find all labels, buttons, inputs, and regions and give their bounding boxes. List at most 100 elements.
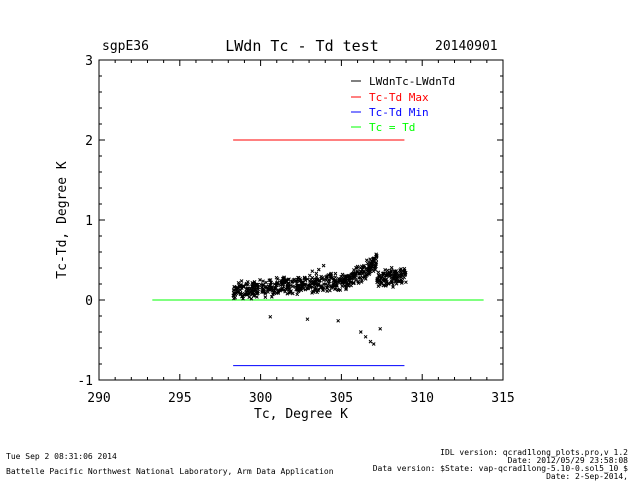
scatter-point: [249, 288, 254, 293]
scatter-point: [232, 284, 237, 289]
scatter-point: [281, 284, 286, 289]
scatter-point: [253, 283, 257, 287]
scatter-point: [310, 275, 315, 280]
scatter-point: [295, 292, 300, 297]
scatter-point: [318, 278, 322, 283]
scatter-point: [347, 276, 352, 281]
site-label: sgpE36: [102, 39, 149, 54]
scatter-point: [289, 283, 293, 288]
scatter-point: [342, 280, 347, 284]
scatter-point: [295, 286, 300, 291]
y-tick-label: 2: [85, 134, 93, 149]
scatter-point: [290, 291, 295, 296]
scatter-point: [274, 275, 279, 280]
scatter-point: [332, 284, 337, 288]
scatter-point: [378, 326, 383, 331]
scatter-point: [332, 278, 337, 283]
scatter-point: [368, 257, 373, 262]
plot-frame: [98, 59, 504, 381]
scatter-point: [328, 288, 332, 293]
y-tick-label: -1: [77, 374, 93, 389]
scatter-point: [400, 278, 405, 283]
scatter-point: [403, 272, 408, 277]
y-axis-label: Tc-Td, Degree K: [55, 161, 70, 279]
scatter-point: [329, 271, 334, 276]
x-tick-label: 315: [491, 391, 514, 406]
scatter-point: [255, 295, 259, 299]
scatter-point: [365, 261, 370, 266]
footer-data-date: Date: 2-Sep-2014,: [546, 472, 628, 481]
scatter-point: [255, 289, 260, 294]
scatter-point: [344, 274, 349, 279]
scatter-point: [283, 289, 287, 294]
scatter-point: [280, 280, 285, 284]
date-label: 20140901: [435, 39, 498, 54]
scatter-point: [389, 265, 394, 270]
scatter-point: [361, 270, 365, 275]
scatter-point: [272, 291, 276, 296]
scatter-point: [385, 271, 390, 275]
legend-label-equal: Tc = Td: [369, 121, 415, 134]
scatter-point: [312, 281, 316, 286]
scatter-point: [269, 295, 274, 299]
scatter-point: [234, 291, 239, 296]
scatter-point: [244, 287, 249, 292]
scatter-point: [384, 273, 389, 278]
legend-label-min: Tc-Td Min: [369, 106, 429, 119]
scatter-point: [232, 294, 236, 298]
y-tick-label: 3: [85, 54, 93, 69]
x-tick-label: 305: [330, 391, 353, 406]
scatter-point: [276, 288, 281, 293]
x-tick-label: 295: [168, 391, 191, 406]
legend-label-max: Tc-Td Max: [369, 91, 429, 104]
scatter-point: [374, 252, 378, 257]
scatter-point: [368, 339, 373, 344]
scatter-point: [314, 271, 319, 276]
scatter-point: [324, 275, 329, 279]
scatter-point: [315, 283, 320, 287]
footer-timestamp: Tue Sep 2 08:31:06 2014: [6, 452, 117, 461]
scatter-point: [285, 284, 290, 289]
scatter-point: [272, 282, 277, 286]
scatter-point: [340, 280, 345, 285]
scatter-point: [260, 288, 265, 293]
scatter-point: [239, 279, 244, 283]
scatter-point: [346, 283, 351, 288]
legend-label-points: LWdnTc-LWdnTd: [369, 75, 455, 88]
scatter-point: [241, 284, 246, 289]
scatter-point: [315, 290, 319, 295]
scatter-point: [370, 263, 374, 267]
scatter-point: [358, 330, 363, 334]
scatter-point: [351, 281, 356, 286]
x-axis-label: Tc, Degree K: [254, 407, 348, 422]
scatter-point: [239, 282, 243, 287]
x-tick-label: 300: [249, 391, 272, 406]
scatter-point: [247, 295, 252, 299]
scatter-point: [395, 271, 400, 275]
scatter-point: [391, 282, 395, 287]
scatter-point: [364, 258, 369, 263]
scatter-point: [259, 282, 263, 287]
scatter-point: [363, 277, 368, 281]
scatter-point: [269, 280, 274, 285]
scatter-point: [367, 272, 371, 277]
scatter-point: [296, 275, 301, 280]
scatter-point: [382, 278, 386, 283]
scatter-point: [348, 273, 352, 278]
scatter-point: [392, 269, 396, 274]
scatter-point: [356, 279, 361, 284]
scatter-point: [321, 263, 326, 268]
scatter-point: [282, 276, 287, 281]
scatter-point: [371, 256, 376, 261]
scatter-point: [404, 280, 408, 285]
scatter-point: [275, 282, 280, 286]
scatter-point: [402, 266, 407, 271]
scatter-point: [340, 272, 345, 277]
scatter-point: [389, 270, 393, 274]
footer-org: Battelle Pacific Northwest National Labo…: [6, 467, 334, 476]
scatter-point: [325, 289, 329, 293]
scatter-point: [235, 285, 240, 290]
scatter-point: [245, 280, 250, 284]
scatter-point: [316, 267, 321, 272]
scatter-point: [325, 286, 329, 290]
